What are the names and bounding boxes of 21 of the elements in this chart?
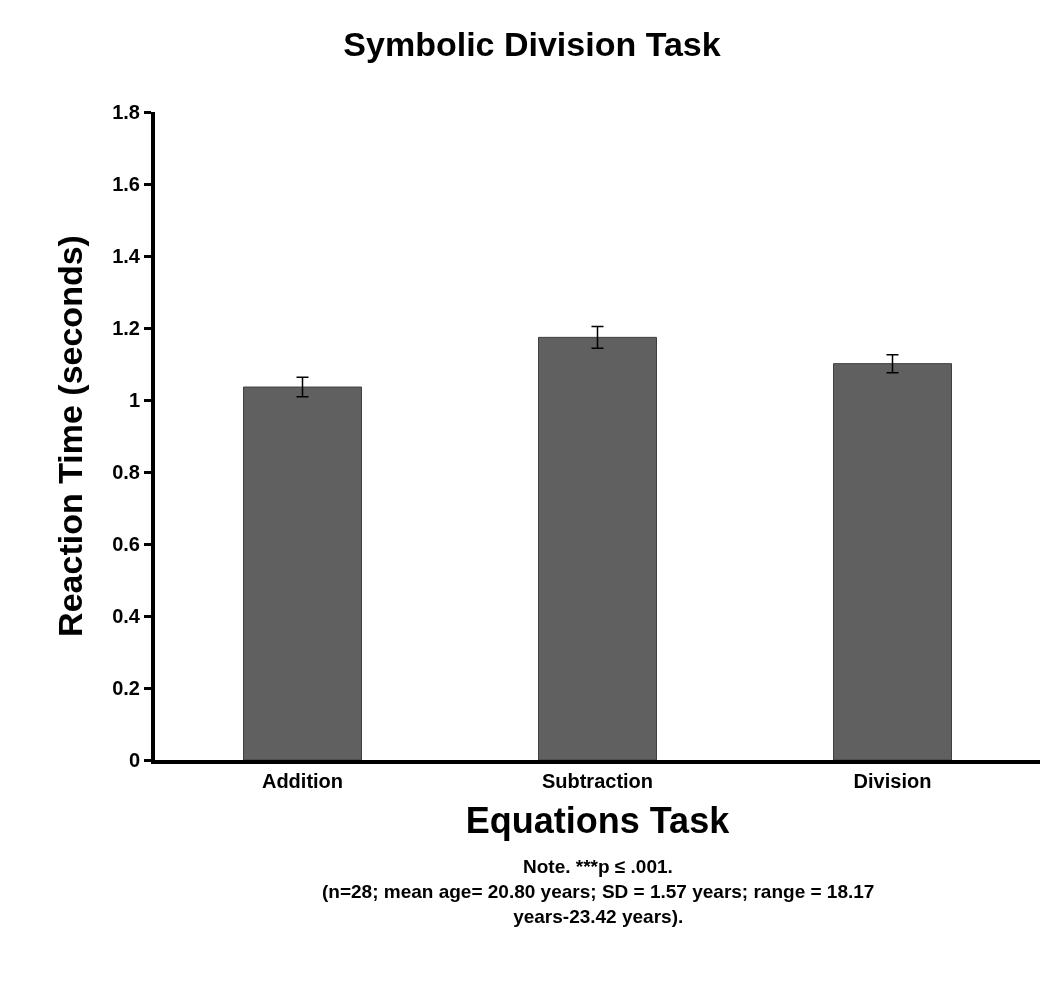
y-tick-label: 1.2: [112, 317, 140, 339]
y-axis-title: Reaction Time (seconds): [51, 235, 90, 637]
y-tick-label: 1.6: [112, 173, 140, 195]
y-tick-label: 0: [128, 749, 140, 771]
y-tick-label: 1.8: [112, 101, 140, 123]
text: (n=28; mean age= 20.80 years; SD = 1.57 years; range = 18.17 years-23.42 years).: [322, 881, 875, 927]
bar: [833, 363, 952, 760]
x-axis-title: Equations Task: [465, 800, 731, 842]
y-tick-label: 0.4: [112, 605, 141, 627]
bar: [538, 336, 657, 760]
y-tick-label: 0.8: [112, 461, 140, 483]
x-tick-label: Division: [853, 770, 932, 792]
y-tick-label: 1: [128, 389, 140, 411]
text: Note. ***p ≤ .001.: [523, 856, 673, 877]
y-tick-label: 0.6: [112, 533, 140, 555]
y-tick-label: 0.2: [112, 677, 140, 699]
bar: [243, 386, 362, 760]
chart-title: Symbolic Division Task: [343, 24, 721, 63]
x-tick-label: Addition: [261, 770, 344, 792]
y-tick-label: 1.4: [112, 245, 141, 267]
x-tick-label: Subtraction: [541, 770, 654, 792]
